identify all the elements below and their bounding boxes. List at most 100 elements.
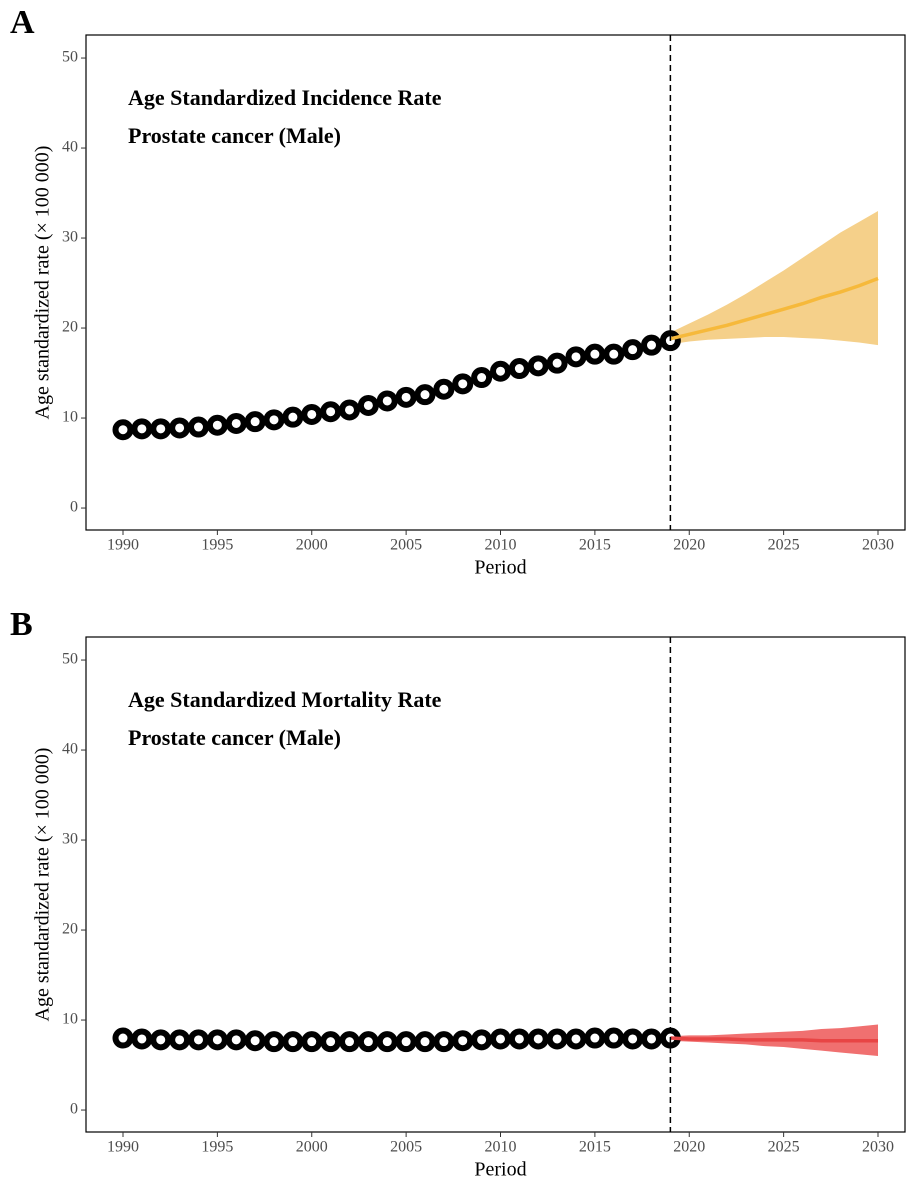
data-point: [584, 1027, 606, 1049]
y-tick-label: 50: [62, 49, 78, 66]
x-tick-label: 2000: [296, 537, 328, 554]
data-point: [112, 1027, 134, 1049]
y-tick-label: 10: [62, 409, 78, 426]
y-axis-title: Age standardized rate (× 100 000): [32, 146, 54, 420]
data-point: [641, 334, 663, 356]
chart-subtitle: Prostate cancer (Male): [128, 725, 341, 750]
data-point: [376, 390, 398, 412]
data-point: [414, 384, 436, 406]
x-tick-label: 2030: [862, 537, 894, 554]
data-point: [244, 411, 266, 433]
data-point: [603, 343, 625, 365]
data-point: [546, 1028, 568, 1050]
data-point: [206, 1029, 228, 1051]
data-point: [206, 414, 228, 436]
data-point: [357, 394, 379, 416]
data-point: [527, 355, 549, 377]
x-tick-label: 2000: [296, 1139, 328, 1156]
data-point: [490, 1028, 512, 1050]
data-point: [603, 1027, 625, 1049]
data-point: [263, 1031, 285, 1053]
data-point: [395, 1031, 417, 1053]
y-tick-label: 40: [62, 139, 78, 156]
y-tick-label: 20: [62, 319, 78, 336]
x-axis-title: Period: [474, 1159, 526, 1178]
data-point: [433, 378, 455, 400]
data-point: [452, 373, 474, 395]
y-tick-label: 20: [62, 921, 78, 938]
chart-title: Age Standardized Incidence Rate: [128, 85, 442, 110]
data-point: [338, 1031, 360, 1053]
y-axis-title: Age standardized rate (× 100 000): [32, 748, 54, 1022]
x-tick-label: 1990: [107, 537, 139, 554]
data-point: [301, 1031, 323, 1053]
plot-frame: [85, 34, 906, 531]
y-tick-label: 10: [62, 1011, 78, 1028]
data-point: [282, 1031, 304, 1053]
data-point: [131, 418, 153, 440]
plot-frame: [85, 636, 906, 1133]
chart-subtitle: Prostate cancer (Male): [128, 123, 341, 148]
data-point: [301, 403, 323, 425]
forecast-line: [670, 1036, 879, 1043]
data-point: [433, 1031, 455, 1053]
data-point: [357, 1031, 379, 1053]
data-point: [338, 399, 360, 421]
x-tick-label: 2015: [579, 537, 611, 554]
x-tick-label: 2010: [485, 1139, 517, 1156]
y-tick-label: 30: [62, 229, 78, 246]
data-point: [320, 401, 342, 423]
data-point: [565, 346, 587, 368]
panel-label: A: [10, 4, 35, 41]
data-point: [622, 1028, 644, 1050]
data-point: [225, 1029, 247, 1051]
data-point: [376, 1031, 398, 1053]
x-tick-label: 2005: [390, 537, 422, 554]
x-tick-label: 2020: [673, 1139, 705, 1156]
data-point: [150, 418, 172, 440]
data-point: [187, 1029, 209, 1051]
x-axis-title: Period: [474, 557, 526, 579]
data-point: [471, 1029, 493, 1051]
x-tick-label: 2010: [485, 537, 517, 554]
chart-title: Age Standardized Mortality Rate: [128, 687, 442, 712]
data-point: [169, 1029, 191, 1051]
data-point: [112, 419, 134, 441]
x-tick-label: 2025: [768, 1139, 800, 1156]
data-point: [131, 1028, 153, 1050]
data-point: [546, 352, 568, 374]
panel-label: B: [10, 606, 33, 643]
x-tick-label: 2005: [390, 1139, 422, 1156]
data-point: [641, 1028, 663, 1050]
data-point: [244, 1030, 266, 1052]
data-point: [527, 1028, 549, 1050]
data-point: [150, 1029, 172, 1051]
confidence-band: [670, 211, 879, 346]
data-point: [169, 417, 191, 439]
data-point: [395, 386, 417, 408]
data-point: [508, 1028, 530, 1050]
x-tick-label: 2020: [673, 537, 705, 554]
data-point: [508, 358, 530, 380]
x-tick-label: 2030: [862, 1139, 894, 1156]
forecast-line: [669, 276, 879, 341]
x-tick-label: 1995: [201, 1139, 233, 1156]
data-point: [622, 339, 644, 361]
data-point: [282, 406, 304, 428]
x-tick-label: 2025: [768, 537, 800, 554]
data-point: [471, 367, 493, 389]
data-point: [320, 1031, 342, 1053]
y-tick-label: 0: [70, 1101, 78, 1118]
x-tick-label: 2015: [579, 1139, 611, 1156]
x-tick-label: 1995: [201, 537, 233, 554]
data-point: [187, 416, 209, 438]
data-point: [565, 1028, 587, 1050]
y-tick-label: 0: [70, 499, 78, 516]
y-tick-label: 50: [62, 651, 78, 668]
data-point: [263, 409, 285, 431]
y-tick-label: 30: [62, 831, 78, 848]
x-tick-label: 1990: [107, 1139, 139, 1156]
